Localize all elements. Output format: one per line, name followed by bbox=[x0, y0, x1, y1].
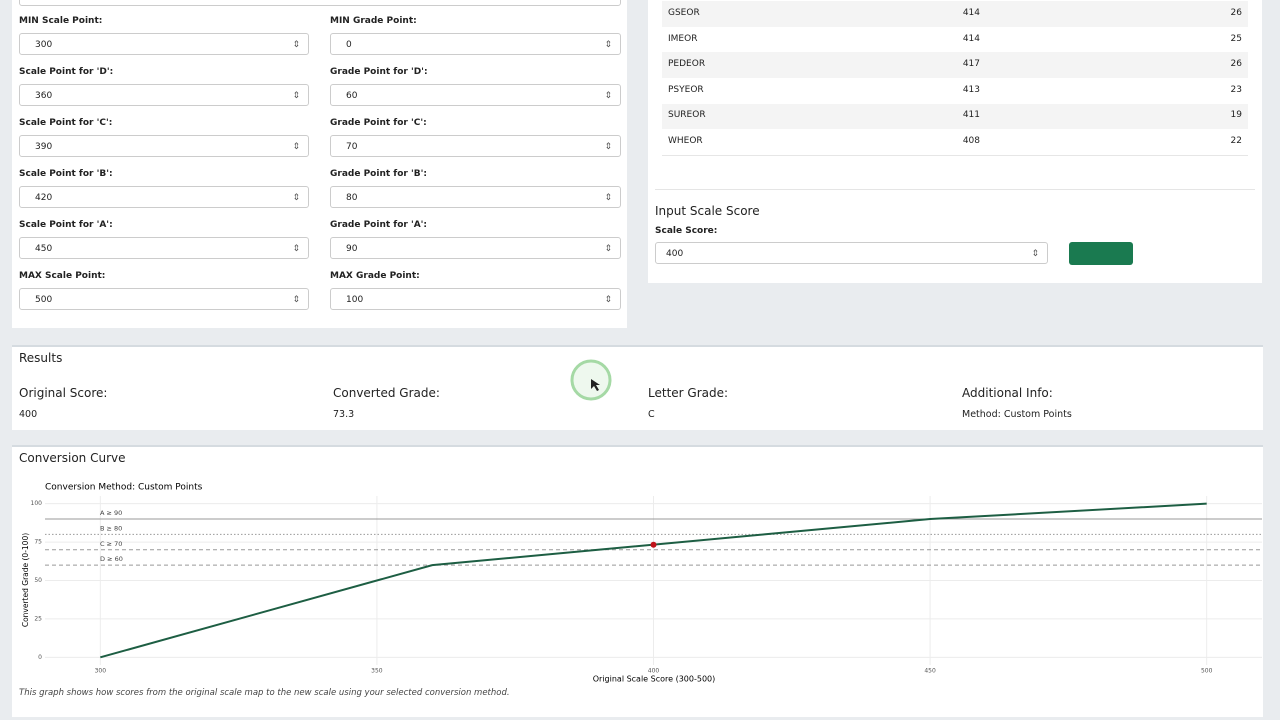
field-label: Scale Point for 'A': bbox=[19, 220, 113, 230]
field-label: Grade Point for 'D': bbox=[330, 67, 428, 77]
table-cell: 411 bbox=[962, 110, 980, 121]
number-input[interactable]: 300 bbox=[19, 33, 309, 56]
field-label: Scale Point for 'B': bbox=[19, 169, 113, 179]
result-value: 73.3 bbox=[333, 409, 355, 420]
divider bbox=[655, 189, 1255, 190]
table-cell: GSEOR bbox=[668, 8, 700, 18]
x-tick-label: 400 bbox=[648, 668, 660, 675]
number-input[interactable]: 360 bbox=[19, 84, 309, 107]
y-tick-label: 50 bbox=[34, 577, 42, 584]
number-input[interactable]: 0 bbox=[330, 33, 621, 56]
input-box[interactable] bbox=[19, 0, 621, 6]
x-tick-label: 350 bbox=[371, 668, 383, 675]
table-cell: 408 bbox=[962, 136, 980, 146]
threshold-label: A ≥ 90 bbox=[100, 509, 122, 517]
number-input[interactable]: 70 bbox=[330, 135, 621, 158]
caption: This graph shows how scores from the ori… bbox=[19, 688, 510, 698]
field-label: MAX Grade Point: bbox=[330, 271, 420, 281]
table-row bbox=[662, 129, 1248, 156]
number-input[interactable]: 90 bbox=[330, 237, 621, 260]
number-input[interactable]: 500 bbox=[19, 288, 309, 311]
table-cell: 23 bbox=[1230, 84, 1242, 95]
field-label: MAX Scale Point: bbox=[19, 271, 106, 281]
result-value: C bbox=[648, 409, 655, 420]
field-label: MIN Grade Point: bbox=[330, 16, 417, 26]
field-label: Scale Point for 'D': bbox=[19, 67, 114, 77]
results-panel bbox=[12, 345, 1263, 430]
table-cell: WHEOR bbox=[668, 136, 703, 146]
table-cell: PSYEOR bbox=[668, 84, 704, 95]
score-point bbox=[650, 541, 657, 548]
x-axis-label: Original Scale Score (300-500) bbox=[593, 675, 716, 684]
threshold-label: D ≥ 60 bbox=[100, 555, 123, 563]
cursor bbox=[591, 379, 600, 391]
field-label: Grade Point for 'C': bbox=[330, 118, 427, 128]
section-title: Conversion Curve bbox=[19, 451, 126, 465]
number-input[interactable]: 100 bbox=[330, 288, 621, 311]
table-cell: IMEOR bbox=[668, 33, 698, 44]
field-label: Grade Point for 'B': bbox=[330, 169, 427, 179]
curve bbox=[100, 502, 1207, 659]
result-label: Additional Info: bbox=[962, 386, 1053, 400]
number-input[interactable]: 390 bbox=[19, 135, 309, 158]
number-input[interactable]: 80 bbox=[330, 186, 621, 209]
table-cell: 417 bbox=[962, 59, 980, 70]
field-label: Scale Point for 'C': bbox=[19, 118, 113, 128]
field-label: Grade Point for 'A': bbox=[330, 220, 428, 230]
result-label: Letter Grade: bbox=[648, 386, 729, 400]
table-cell: 26 bbox=[1230, 59, 1242, 70]
table-cell: 22 bbox=[1230, 136, 1242, 146]
table-cell: 25 bbox=[1230, 33, 1242, 44]
table-cell: SUREOR bbox=[668, 110, 706, 121]
table-cell: 19 bbox=[1230, 110, 1242, 121]
table-cell: 413 bbox=[962, 84, 980, 95]
result-value: Method: Custom Points bbox=[962, 409, 1072, 420]
number-input[interactable]: 420 bbox=[19, 186, 309, 209]
number-input[interactable]: 450 bbox=[19, 237, 309, 260]
x-tick-label: 450 bbox=[924, 668, 936, 675]
field-label: MIN Scale Point: bbox=[19, 16, 103, 26]
table-cell: 414 bbox=[962, 8, 980, 18]
x-tick-label: 300 bbox=[95, 668, 107, 675]
field-label: Scale Score: bbox=[655, 226, 718, 236]
number-input[interactable]: 400 bbox=[655, 242, 1048, 265]
chart-title: Conversion Method: Custom Points bbox=[45, 483, 203, 493]
table-cell: 414 bbox=[962, 33, 980, 44]
threshold-label: B ≥ 80 bbox=[100, 524, 122, 532]
y-tick-label: 0 bbox=[38, 654, 42, 661]
table-cell: PEDEOR bbox=[668, 59, 706, 70]
y-tick-label: 75 bbox=[34, 539, 42, 546]
x-tick-label: 500 bbox=[1201, 668, 1213, 675]
y-axis-label: Converted Grade (0-100) bbox=[21, 533, 30, 627]
convert-button[interactable] bbox=[1069, 242, 1133, 265]
result-value: 400 bbox=[19, 409, 38, 420]
y-tick-label: 25 bbox=[34, 615, 42, 622]
section-title: Input Scale Score bbox=[655, 204, 760, 218]
table-cell: 26 bbox=[1230, 8, 1242, 18]
threshold-label: C ≥ 70 bbox=[100, 540, 122, 548]
result-label: Converted Grade: bbox=[333, 386, 440, 400]
result-label: Original Score: bbox=[19, 386, 108, 400]
section-title: Results bbox=[19, 351, 63, 365]
number-input[interactable]: 60 bbox=[330, 84, 621, 107]
table-row bbox=[662, 103, 1248, 131]
y-tick-label: 100 bbox=[31, 500, 43, 507]
